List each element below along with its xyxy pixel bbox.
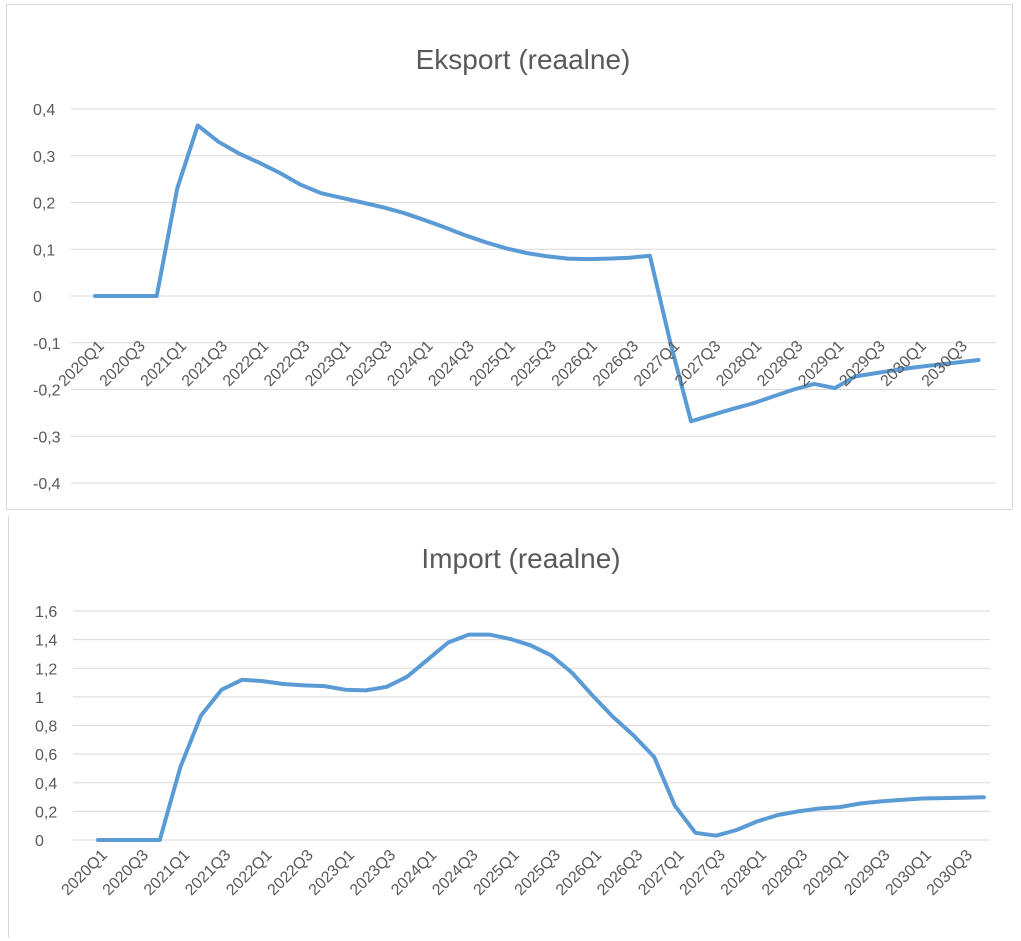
chart-title: Eksport (reaalne) — [416, 44, 631, 75]
y-tick-label: 0,4 — [33, 102, 55, 119]
y-tick-label: 1 — [35, 690, 44, 707]
x-tick-label: 2030Q3 — [924, 847, 976, 899]
y-tick-label: 0,4 — [35, 776, 57, 793]
y-tick-label: -0,4 — [33, 476, 61, 493]
chart-title: Import (reaalne) — [421, 543, 620, 574]
chart-eksport-svg: Eksport (reaalne) -0,4 -0,3 -0,2 -0,1 0 0,1 0,… — [33, 44, 996, 493]
y-tick-label: 0,1 — [33, 242, 55, 259]
y-tick-label: -0,1 — [33, 336, 61, 353]
y-tick-label: 0,2 — [35, 804, 57, 821]
chart-import: Import (reaalne) 0 0,2 0,4 0,6 0,8 1 1,2 1,4 1,6… — [8, 516, 1012, 938]
y-tick-label: 0,6 — [35, 747, 57, 764]
y-tick-label: 1,4 — [35, 633, 57, 650]
x-tick-label: 2030Q3 — [919, 338, 971, 390]
y-tick-label: -0,3 — [33, 429, 61, 446]
chart-import-svg: Import (reaalne) 0 0,2 0,4 0,6 0,8 1 1,2 1,4 1,6… — [35, 543, 990, 899]
y-tick-label: 0 — [35, 833, 44, 850]
series-line — [93, 123, 981, 424]
series-line — [96, 632, 986, 842]
y-tick-label: 0,3 — [33, 149, 55, 166]
y-tick-label: 1,2 — [35, 661, 57, 678]
y-tick-label: 0 — [33, 289, 42, 306]
chart-eksport: Eksport (reaalne) -0,4 -0,3 -0,2 -0,1 0 0,1 0,… — [6, 4, 1013, 510]
y-tick-label: 0,8 — [35, 719, 57, 736]
y-tick-label: 1,6 — [35, 604, 57, 621]
y-tick-label: 0,2 — [33, 196, 55, 213]
y-tick-label: -0,2 — [33, 383, 61, 400]
